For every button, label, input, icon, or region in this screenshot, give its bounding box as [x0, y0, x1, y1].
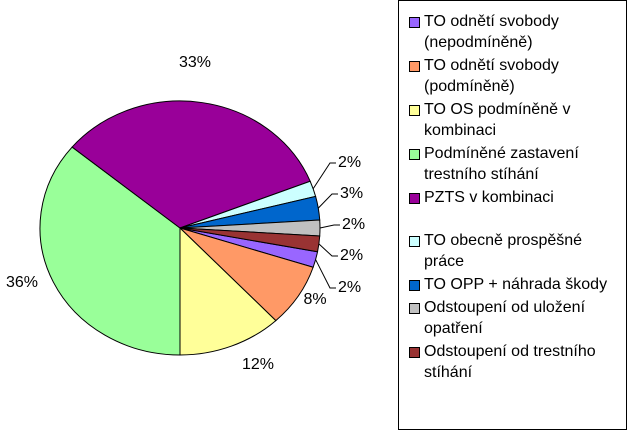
legend-entry: TO OPP + náhrada škody	[409, 274, 622, 295]
legend-swatch	[409, 149, 420, 160]
chart: 2% 8% 12% 36% 33% 2% 3% 2% 2%	[6, 54, 365, 373]
page: {"chart_data": {"type": "pie", "series":…	[5, 0, 627, 430]
pie-slice	[39, 146, 181, 356]
data-label: 2%	[342, 216, 365, 233]
data-label: 3%	[340, 185, 363, 202]
legend-entry: Podmíněné zastavení trestního stíhání	[409, 143, 622, 185]
legend-label: Podmíněné zastavení trestního stíhání	[424, 145, 579, 183]
legend-label: Odstoupení od uložení opatření	[424, 299, 586, 337]
legend-swatch	[409, 105, 420, 116]
legend-swatch	[409, 280, 420, 291]
data-label: 36%	[6, 274, 38, 291]
legend-label: TO OS podmíněně v kombinaci	[424, 101, 571, 139]
data-label: 12%	[242, 356, 274, 373]
legend-swatch	[409, 303, 420, 314]
legend-entry: TO odnětí svobody (podmíněně)	[409, 55, 622, 97]
leader-line	[319, 224, 340, 229]
legend-swatch	[409, 347, 420, 358]
legend-swatch	[409, 236, 420, 247]
legend-label: PZTS v kombinaci	[424, 189, 554, 206]
legend-entry: PZTS v kombinaci	[409, 187, 622, 208]
leader-line	[315, 259, 336, 289]
leader-line	[312, 162, 336, 190]
legend-entry: Odstoupení od trestního stíhání	[409, 341, 622, 383]
legend: TO odnětí svobody (nepodmíněně) TO odnětí…	[398, 0, 627, 430]
legend-swatch	[409, 61, 420, 72]
legend-entry: TO obecně prospěšné práce	[409, 230, 622, 272]
data-label: 33%	[179, 54, 211, 71]
leader-line	[318, 243, 338, 257]
legend-label: TO OPP + náhrada škody	[424, 276, 608, 293]
legend-entry: Odstoupení od uložení opatření	[409, 297, 622, 339]
pie-slice	[179, 226, 277, 356]
legend-entry: TO odnětí svobody (nepodmíněně)	[409, 11, 622, 53]
legend-label: Odstoupení od trestního stíhání	[424, 343, 596, 381]
legend-swatch	[409, 17, 420, 28]
legend-swatch	[409, 193, 420, 204]
leader-line	[317, 193, 338, 209]
data-label: 8%	[303, 291, 326, 308]
legend-label: TO odnětí svobody (nepodmíněně)	[424, 13, 559, 51]
legend-label: TO obecně prospěšné práce	[424, 232, 583, 270]
legend-label: TO odnětí svobody (podmíněně)	[424, 57, 559, 95]
pie-slice	[71, 100, 311, 229]
data-label: 2%	[338, 154, 361, 171]
legend-entry: TO OS podmíněně v kombinaci	[409, 99, 622, 141]
pie-slice	[179, 227, 321, 253]
data-label: 2%	[338, 279, 361, 296]
data-label: 2%	[340, 247, 363, 264]
